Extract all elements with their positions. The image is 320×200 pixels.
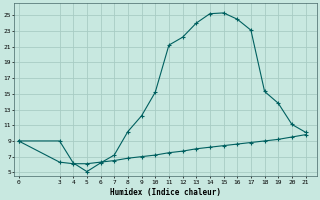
X-axis label: Humidex (Indice chaleur): Humidex (Indice chaleur) — [110, 188, 221, 197]
